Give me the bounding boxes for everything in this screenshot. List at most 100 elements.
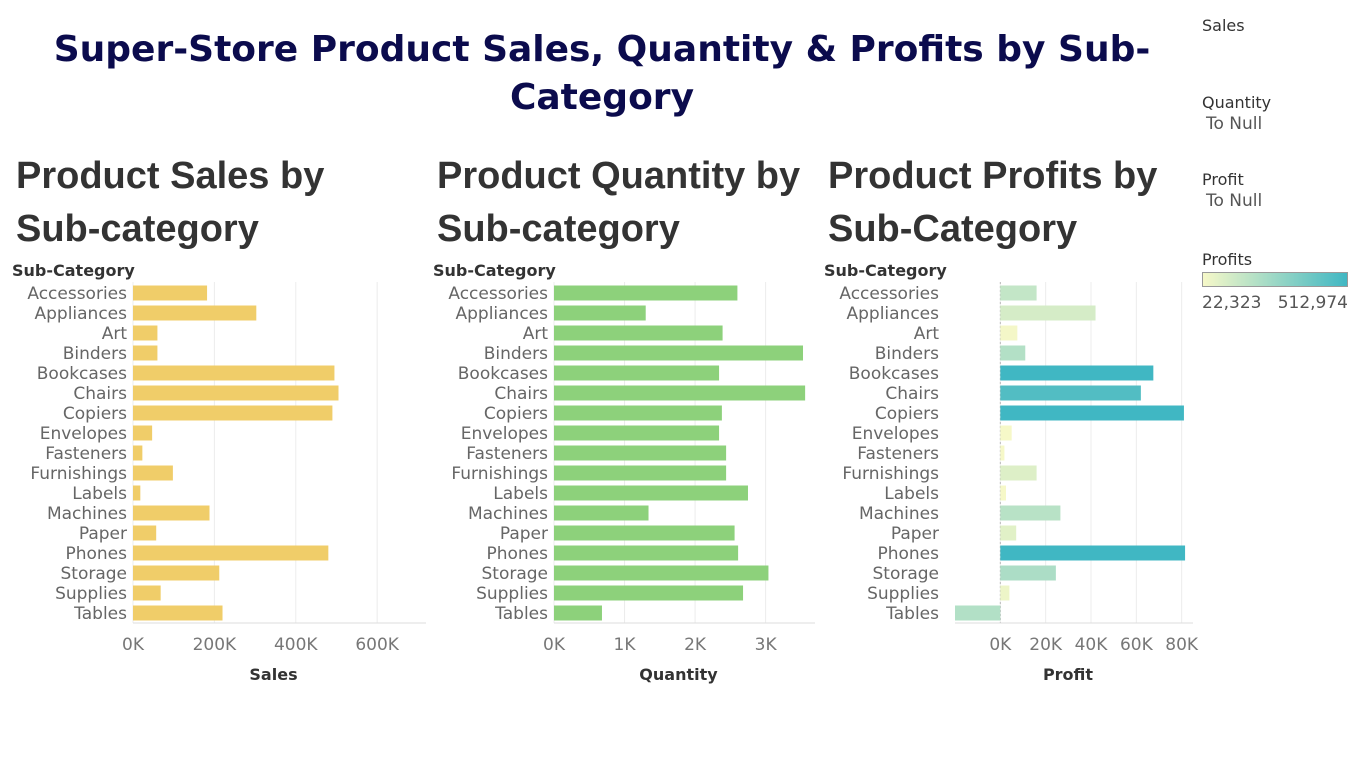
quantity-category-label: Tables bbox=[494, 604, 548, 624]
sales-category-label: Envelopes bbox=[40, 424, 127, 444]
profit-tick-label: 40K bbox=[1075, 635, 1109, 655]
sales-bar[interactable] bbox=[133, 325, 158, 341]
profits-gradient-bar bbox=[1202, 272, 1348, 287]
profit-bar[interactable] bbox=[1000, 505, 1061, 521]
profit-bar-chart[interactable]: Sub-Category AccessoriesAppliancesArtBind… bbox=[812, 255, 1199, 695]
quantity-bar[interactable] bbox=[554, 505, 649, 521]
quantity-bar[interactable] bbox=[554, 305, 646, 321]
sales-filter-legend[interactable]: Sales bbox=[1202, 16, 1245, 35]
profit-bar[interactable] bbox=[1000, 325, 1018, 341]
sales-bar[interactable] bbox=[133, 485, 141, 501]
profit-bar[interactable] bbox=[1000, 345, 1026, 361]
quantity-bar[interactable] bbox=[554, 545, 739, 561]
profit-chart-title: Product Profits by Sub-Category bbox=[828, 155, 1158, 250]
quantity-bar[interactable] bbox=[554, 605, 602, 621]
sales-bar[interactable] bbox=[133, 445, 143, 461]
sales-bar-chart[interactable]: Sub-Category AccessoriesAppliancesArtBind… bbox=[0, 255, 430, 695]
quantity-bar[interactable] bbox=[554, 405, 722, 421]
profit-tick-label: 60K bbox=[1120, 635, 1154, 655]
quantity-bar[interactable] bbox=[554, 465, 727, 481]
profit-category-label: Appliances bbox=[846, 304, 939, 324]
profit-bar[interactable] bbox=[1000, 565, 1056, 581]
sales-category-label: Appliances bbox=[34, 304, 127, 324]
quantity-category-label: Appliances bbox=[455, 304, 548, 324]
sales-category-label: Phones bbox=[65, 544, 127, 564]
profit-category-label: Supplies bbox=[867, 584, 939, 604]
quantity-bar[interactable] bbox=[554, 385, 806, 401]
sales-bar[interactable] bbox=[133, 525, 157, 541]
profit-category-label: Labels bbox=[884, 484, 939, 504]
sales-category-label: Supplies bbox=[55, 584, 127, 604]
sales-row-header: Sub-Category bbox=[12, 261, 135, 280]
quantity-category-label: Labels bbox=[493, 484, 548, 504]
quantity-bar-chart[interactable]: Sub-Category AccessoriesAppliancesArtBind… bbox=[421, 255, 821, 695]
quantity-category-label: Machines bbox=[468, 504, 548, 524]
sales-category-label: Fasteners bbox=[45, 444, 127, 464]
sales-chart-title: Product Sales by Sub-category bbox=[16, 155, 325, 250]
profit-bar[interactable] bbox=[955, 605, 1001, 621]
quantity-category-label: Bookcases bbox=[458, 364, 548, 384]
quantity-bar[interactable] bbox=[554, 525, 735, 541]
quantity-category-label: Storage bbox=[481, 564, 548, 584]
sales-bar[interactable] bbox=[133, 405, 333, 421]
profit-bar[interactable] bbox=[1000, 465, 1037, 481]
profit-bar[interactable] bbox=[1000, 525, 1017, 541]
sales-bar[interactable] bbox=[133, 545, 329, 561]
profit-bar[interactable] bbox=[1000, 285, 1037, 301]
sales-legend-title: Sales bbox=[1202, 16, 1245, 35]
quantity-category-label: Copiers bbox=[484, 404, 548, 424]
sales-bar[interactable] bbox=[133, 585, 161, 601]
quantity-filter-legend[interactable]: Quantity To Null bbox=[1202, 93, 1271, 134]
profit-bar[interactable] bbox=[1000, 445, 1005, 461]
sales-category-label: Machines bbox=[47, 504, 127, 524]
profit-row-header: Sub-Category bbox=[824, 261, 947, 280]
quantity-bar[interactable] bbox=[554, 285, 738, 301]
sales-bar[interactable] bbox=[133, 505, 210, 521]
quantity-bar[interactable] bbox=[554, 325, 723, 341]
profit-category-label: Chairs bbox=[885, 384, 939, 404]
sales-category-label: Chairs bbox=[73, 384, 127, 404]
sales-bar[interactable] bbox=[133, 305, 257, 321]
profit-category-label: Copiers bbox=[875, 404, 939, 424]
profit-bar[interactable] bbox=[1000, 425, 1012, 441]
profit-category-label: Binders bbox=[875, 344, 939, 364]
profits-legend-max: 512,974 bbox=[1277, 293, 1348, 313]
sales-category-label: Furnishings bbox=[30, 464, 127, 484]
quantity-bar[interactable] bbox=[554, 425, 720, 441]
quantity-tick-label: 2K bbox=[684, 635, 707, 655]
quantity-legend-value: To Null bbox=[1206, 114, 1263, 134]
profit-bar[interactable] bbox=[1000, 545, 1186, 561]
quantity-tick-label: 3K bbox=[755, 635, 778, 655]
profit-bar[interactable] bbox=[1000, 365, 1154, 381]
quantity-bar[interactable] bbox=[554, 365, 720, 381]
quantity-bar[interactable] bbox=[554, 485, 748, 501]
profit-legend-value: To Null bbox=[1206, 191, 1263, 211]
sales-bar[interactable] bbox=[133, 605, 223, 621]
sales-bar[interactable] bbox=[133, 345, 158, 361]
sales-bar[interactable] bbox=[133, 565, 220, 581]
profit-bar[interactable] bbox=[1000, 385, 1141, 401]
sales-category-label: Binders bbox=[63, 344, 127, 364]
sales-bar[interactable] bbox=[133, 465, 173, 481]
quantity-bar[interactable] bbox=[554, 345, 804, 361]
quantity-bar[interactable] bbox=[554, 585, 744, 601]
sales-bar[interactable] bbox=[133, 425, 153, 441]
profits-legend-min: 22,323 bbox=[1202, 293, 1262, 313]
profit-bar[interactable] bbox=[1000, 485, 1006, 501]
profit-bar[interactable] bbox=[1000, 585, 1010, 601]
sales-bar[interactable] bbox=[133, 385, 339, 401]
sales-tick-label: 400K bbox=[274, 635, 318, 655]
quantity-category-label: Phones bbox=[486, 544, 548, 564]
profit-tick-label: 20K bbox=[1029, 635, 1063, 655]
profit-tick-label: 80K bbox=[1165, 635, 1199, 655]
quantity-bar[interactable] bbox=[554, 445, 727, 461]
sales-bar[interactable] bbox=[133, 365, 335, 381]
profit-bar[interactable] bbox=[1000, 405, 1184, 421]
sales-category-label: Storage bbox=[60, 564, 127, 584]
sales-bar[interactable] bbox=[133, 285, 208, 301]
quantity-bar[interactable] bbox=[554, 565, 769, 581]
sales-tick-label: 600K bbox=[355, 635, 399, 655]
quantity-category-label: Accessories bbox=[448, 284, 548, 304]
profit-filter-legend[interactable]: Profit To Null bbox=[1202, 170, 1262, 211]
profit-bar[interactable] bbox=[1000, 305, 1096, 321]
